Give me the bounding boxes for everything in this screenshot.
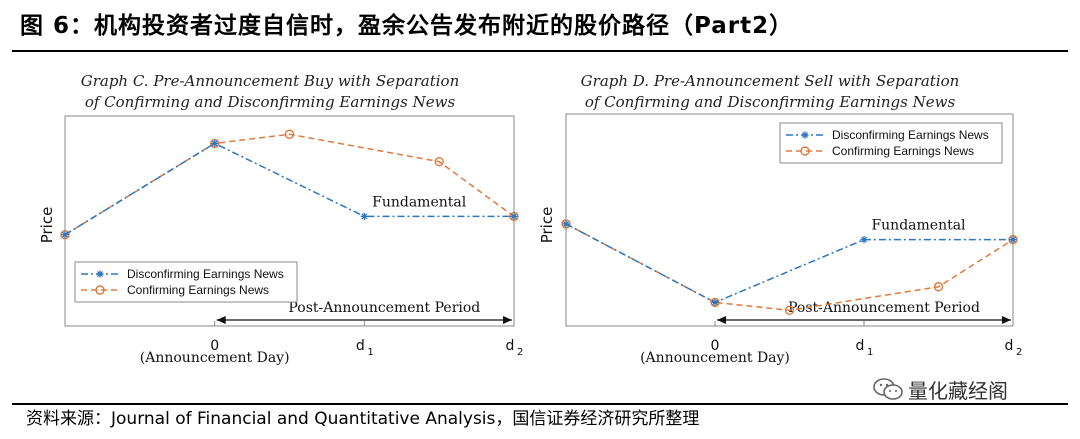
- series-line-disconfirming: [64, 142, 514, 236]
- legend-label: Confirming Earnings News: [127, 283, 269, 297]
- x-tick-subscript: 2: [1016, 347, 1022, 358]
- point-disconfirming: [1009, 236, 1017, 244]
- period-arrow-left-head: [216, 316, 226, 324]
- fundamental-label: Fundamental: [871, 218, 966, 234]
- watermark: 量化藏经阁: [872, 374, 1008, 404]
- legend-marker: [96, 270, 104, 278]
- legend-label: Disconfirming Earnings News: [127, 267, 284, 281]
- x-tick-label: d: [856, 338, 865, 354]
- x-tick-label: 0: [210, 338, 219, 354]
- chart-title-line2: of Confirming and Disconfirming Earnings…: [585, 93, 956, 111]
- point-confirming: [784, 305, 795, 315]
- legend-label: Disconfirming Earnings News: [832, 128, 989, 142]
- point-confirming: [209, 138, 220, 149]
- legend-marker: [800, 146, 810, 156]
- x-tick-label: d: [1005, 338, 1014, 354]
- footer-divider: [12, 403, 1068, 405]
- period-arrow-right-head: [1002, 316, 1011, 324]
- x-tick-subscript: 1: [367, 347, 373, 358]
- legend-box: [779, 122, 1003, 164]
- x-tick-label: d: [356, 338, 365, 354]
- x-tick-label: d: [506, 338, 515, 354]
- point-disconfirming: [860, 236, 868, 244]
- point-disconfirming: [211, 139, 219, 147]
- point-disconfirming: [510, 212, 518, 221]
- legend-marker: [95, 285, 105, 295]
- chart-title-line2: of Confirming and Disconfirming Earnings…: [85, 93, 456, 111]
- watermark-text: 量化藏经阁: [908, 378, 1008, 403]
- point-confirming: [60, 229, 70, 240]
- point-confirming: [561, 219, 571, 229]
- series-line-confirming: [64, 133, 515, 236]
- point-confirming: [284, 129, 295, 139]
- period-arrow-right-head: [503, 316, 512, 324]
- period-arrow-left-head: [717, 316, 726, 324]
- figure-title: 图 6：机构投资者过度自信时，盈余公告发布附近的股价路径（Part2）: [20, 13, 794, 39]
- period-label: Post-Announcement Period: [788, 300, 980, 316]
- fundamental-label: Fundamental: [372, 194, 467, 210]
- x-tick-subscript: 2: [517, 347, 523, 358]
- y-axis-label: Price: [538, 207, 556, 244]
- chart-title-line1: Graph C. Pre-Announcement Buy with Separ…: [81, 72, 460, 90]
- point-confirming: [710, 297, 720, 308]
- x-tick-subscript: 1: [867, 347, 873, 358]
- legend-box: [74, 261, 298, 303]
- source-note: 资料来源：Journal of Financial and Quantitati…: [26, 409, 700, 429]
- x-tick-label: 0: [711, 338, 720, 354]
- announcement-day-label: (Announcement Day): [140, 350, 290, 366]
- point-confirming: [434, 156, 444, 167]
- point-disconfirming: [711, 298, 719, 307]
- point-disconfirming: [360, 212, 368, 221]
- period-label: Post-Announcement Period: [288, 300, 480, 316]
- chart-panel-d: Graph D. Pre-Announcement Sell with Sepa…: [538, 72, 1022, 366]
- announcement-day-label: (Announcement Day): [640, 350, 790, 366]
- chart-title-line1: Graph D. Pre-Announcement Sell with Sepa…: [581, 72, 960, 90]
- chart-panel-c: Graph C. Pre-Announcement Buy with Separ…: [38, 72, 523, 366]
- series-line-confirming: [565, 223, 1014, 312]
- point-disconfirming: [562, 220, 570, 228]
- legend-label: Confirming Earnings News: [832, 144, 974, 158]
- title-divider: [12, 50, 1068, 52]
- point-disconfirming: [61, 231, 69, 239]
- point-confirming: [933, 282, 944, 292]
- point-confirming: [509, 211, 519, 222]
- wechat-icon: [873, 378, 903, 400]
- legend-marker: [801, 131, 809, 139]
- series-line-disconfirming: [565, 223, 1013, 304]
- y-axis-label: Price: [38, 207, 56, 244]
